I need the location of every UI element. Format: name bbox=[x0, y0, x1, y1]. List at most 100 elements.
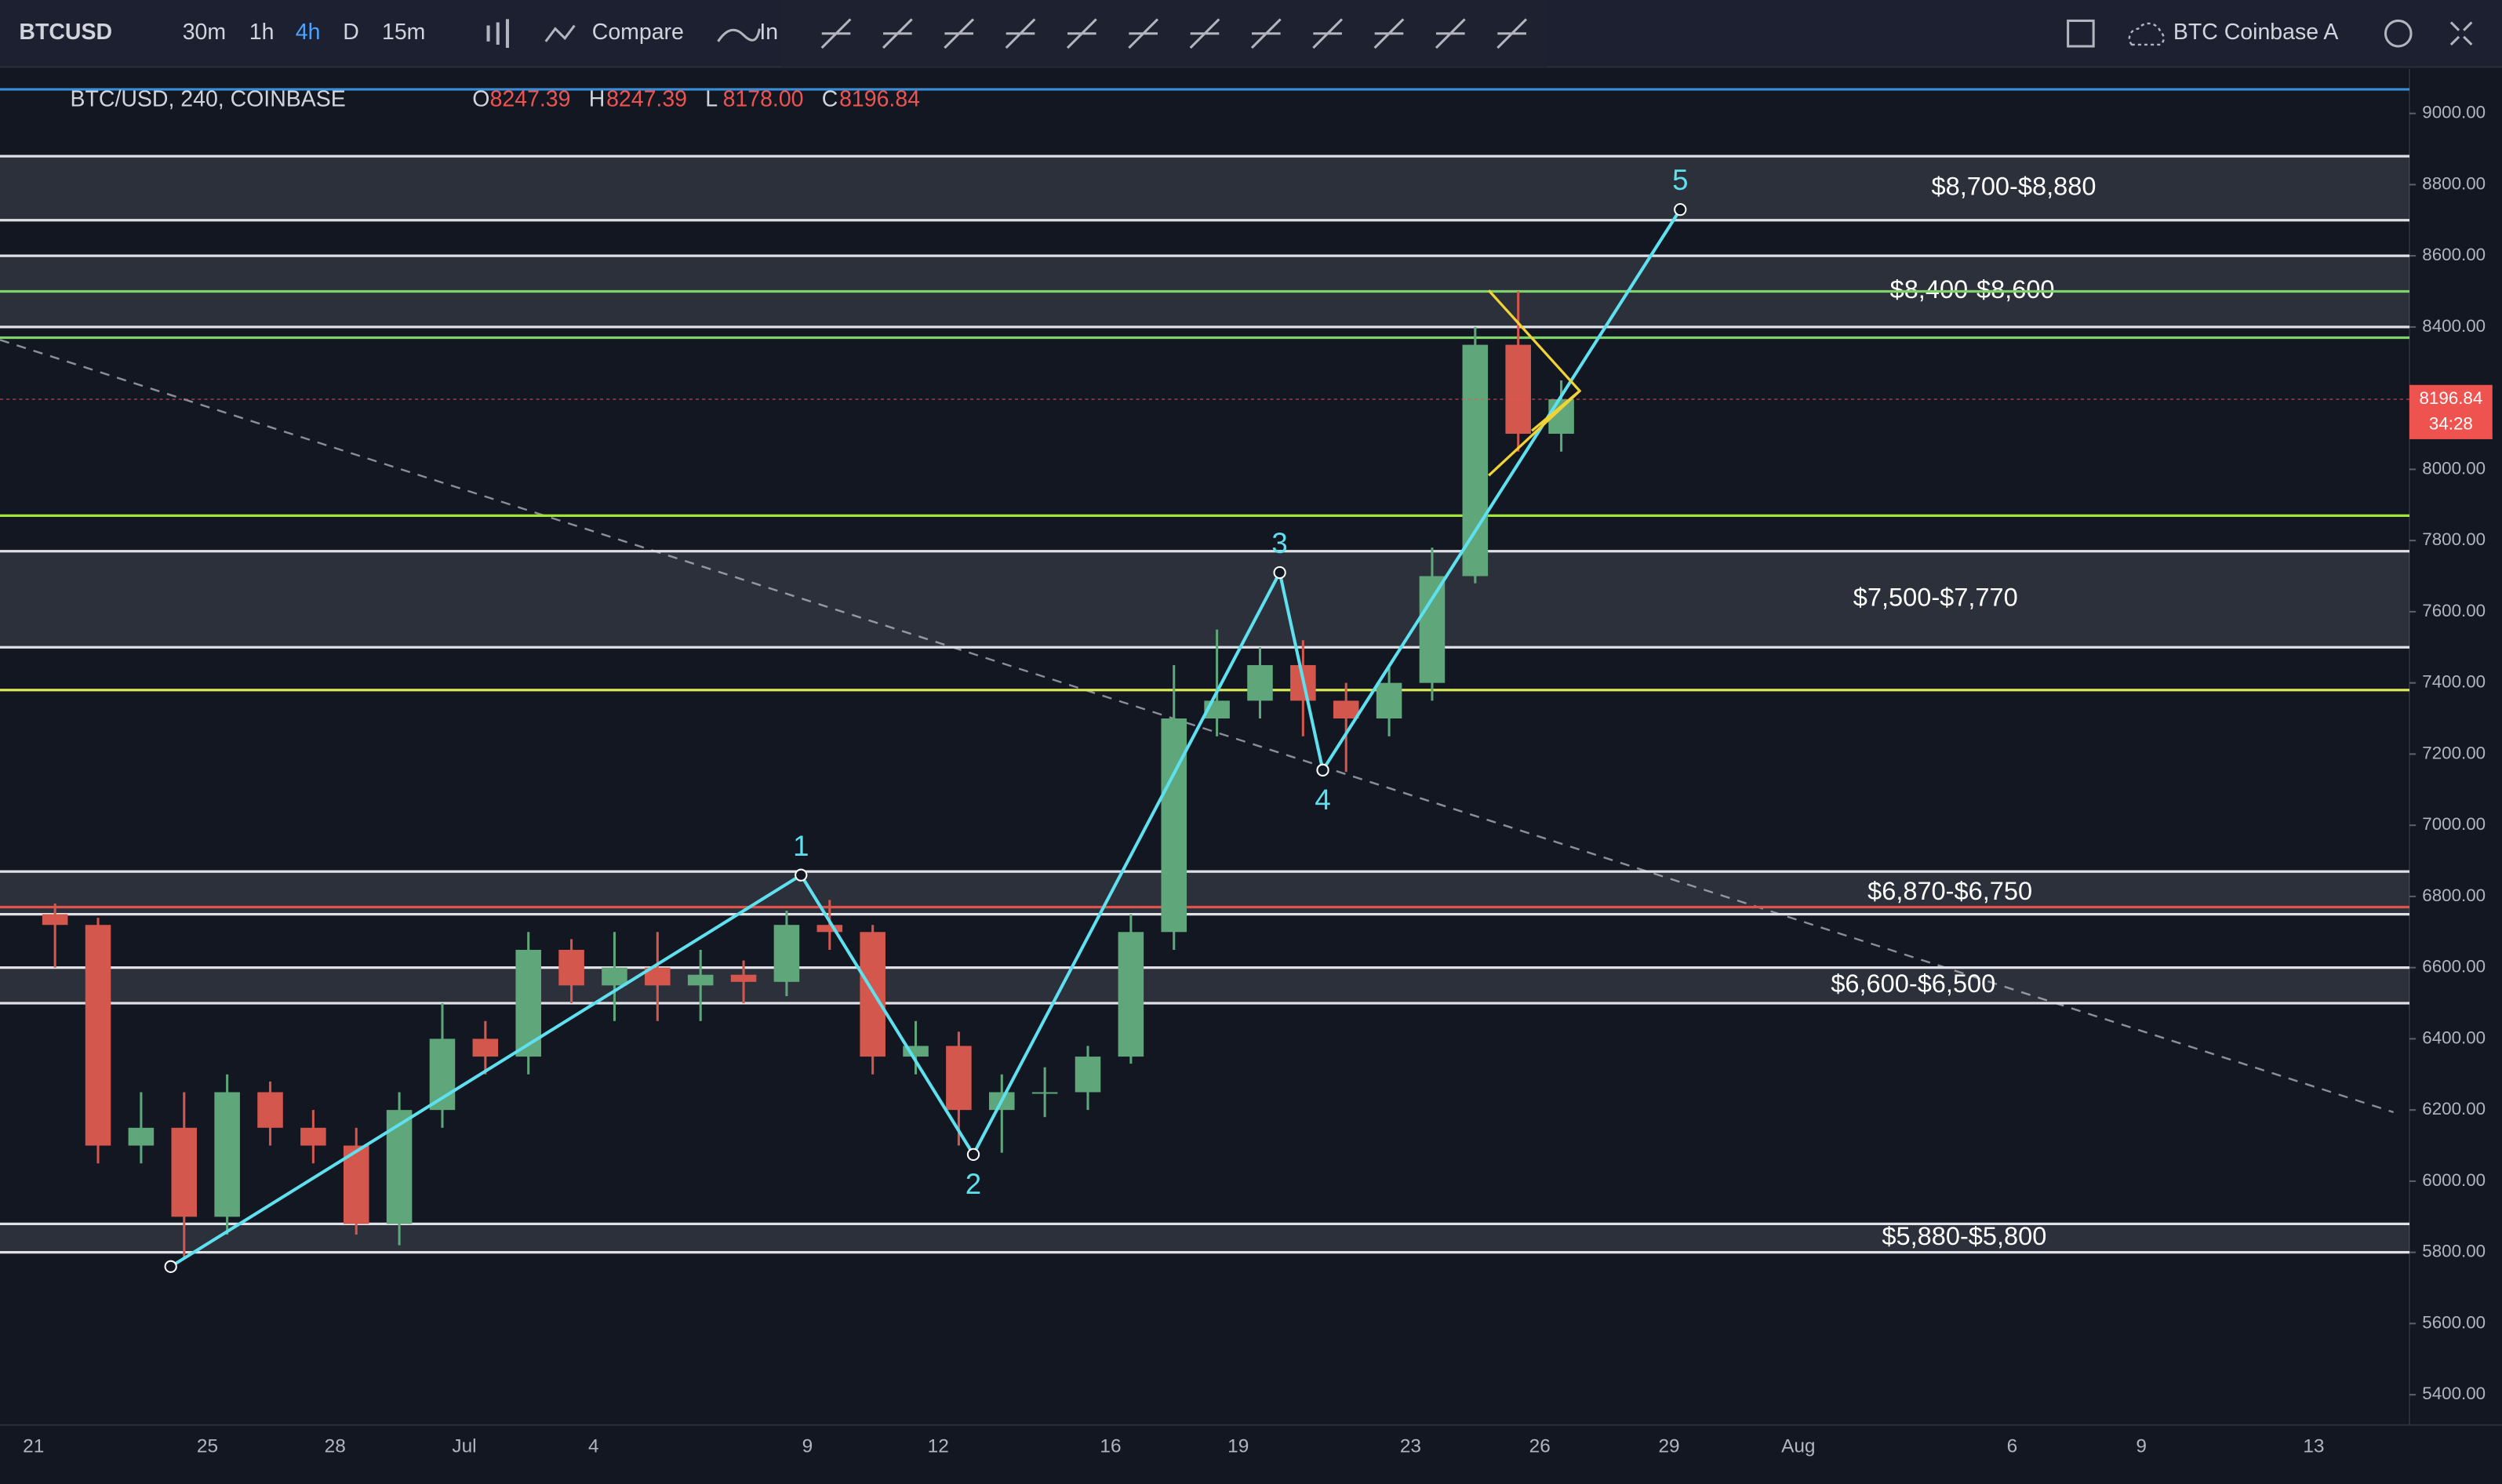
interval-button[interactable]: 4h bbox=[296, 20, 321, 45]
compare-icon[interactable] bbox=[544, 24, 576, 42]
zone-label: $8,700-$8,880 bbox=[1931, 173, 2096, 201]
fullscreen-icon[interactable] bbox=[2449, 21, 2473, 46]
candle-body bbox=[730, 974, 757, 982]
y-tick-label: 7400.00 bbox=[2422, 672, 2486, 692]
x-tick-label: Jul bbox=[452, 1436, 476, 1457]
wave-label: 2 bbox=[966, 1168, 981, 1200]
candle-body bbox=[472, 1038, 499, 1057]
zone-label: $5,880-$5,800 bbox=[1882, 1222, 2046, 1250]
y-tick-label: 8800.00 bbox=[2422, 173, 2486, 193]
candle-body bbox=[128, 1127, 155, 1146]
candle-body bbox=[1161, 718, 1187, 933]
wave-label: 5 bbox=[1672, 164, 1688, 196]
candle-body bbox=[1505, 344, 1531, 435]
legend-key: H bbox=[589, 87, 605, 112]
y-tick-label: 5400.00 bbox=[2422, 1384, 2486, 1403]
wave-point bbox=[1273, 566, 1286, 580]
legend-value: 8196.84 bbox=[839, 87, 920, 112]
legend-value: 8247.39 bbox=[490, 87, 571, 112]
dashed-trendline bbox=[0, 339, 2395, 1114]
legend-key: L bbox=[705, 87, 718, 112]
interval-button[interactable]: 15m bbox=[382, 20, 425, 45]
zone bbox=[0, 551, 2410, 648]
x-tick-label: 9 bbox=[2136, 1436, 2147, 1457]
y-tick-label: 5600.00 bbox=[2422, 1312, 2486, 1332]
x-tick-label: 19 bbox=[1227, 1436, 1249, 1457]
y-tick-label: 7200.00 bbox=[2422, 743, 2486, 762]
indicators-button[interactable]: In bbox=[759, 20, 778, 45]
indicators-icon[interactable] bbox=[717, 28, 761, 42]
last-price-tag bbox=[2409, 384, 2493, 439]
triangle-pattern bbox=[1487, 289, 1582, 477]
cloud-icon[interactable] bbox=[2128, 22, 2165, 46]
x-tick-label: Aug bbox=[1781, 1436, 1815, 1457]
wave-label: 3 bbox=[1271, 527, 1287, 559]
drawing-tool[interactable] bbox=[1373, 18, 1405, 49]
drawing-tools bbox=[820, 18, 1528, 49]
candle-body bbox=[946, 1046, 972, 1111]
symbol[interactable]: BTCUSD bbox=[19, 20, 112, 45]
interval-button[interactable]: 1h bbox=[249, 20, 275, 45]
layout-toggle[interactable] bbox=[2067, 19, 2095, 48]
y-tick-label: 6400.00 bbox=[2422, 1028, 2486, 1047]
y-tick-label: 6200.00 bbox=[2422, 1099, 2486, 1118]
candle-body bbox=[386, 1110, 413, 1224]
x-tick-label: 25 bbox=[197, 1436, 218, 1457]
candle-body bbox=[257, 1092, 283, 1128]
candle-body bbox=[1118, 932, 1144, 1057]
x-tick-label: 26 bbox=[1529, 1436, 1551, 1457]
interval-button[interactable]: D bbox=[343, 20, 359, 45]
zone-label: $6,870-$6,750 bbox=[1867, 877, 2032, 905]
x-tick-label: 16 bbox=[1100, 1436, 1121, 1457]
drawing-tool[interactable] bbox=[1435, 18, 1466, 49]
drawing-tool[interactable] bbox=[1312, 18, 1344, 49]
y-tick-label: 8000.00 bbox=[2422, 458, 2486, 478]
wave-point bbox=[1674, 203, 1687, 216]
legend-key: O bbox=[472, 87, 489, 112]
x-tick-label: 28 bbox=[325, 1436, 346, 1457]
drawing-tool[interactable] bbox=[882, 18, 913, 49]
candle-body bbox=[1247, 664, 1273, 701]
y-tick-label: 6800.00 bbox=[2422, 886, 2486, 905]
x-tick-label: 4 bbox=[588, 1436, 599, 1457]
candle-body bbox=[214, 1092, 240, 1217]
compare-button[interactable]: Compare bbox=[592, 20, 684, 45]
drawing-tool[interactable] bbox=[1128, 18, 1159, 49]
x-tick-label: 9 bbox=[802, 1436, 813, 1457]
chart-type-icon[interactable] bbox=[486, 19, 509, 49]
x-tick-label: 23 bbox=[1400, 1436, 1421, 1457]
zone bbox=[0, 1224, 2410, 1253]
intervals: 30m 1h 4h D 15m bbox=[183, 20, 426, 45]
candle-body bbox=[1462, 344, 1489, 577]
drawing-tool[interactable] bbox=[1496, 18, 1528, 49]
candle-body bbox=[300, 1127, 326, 1146]
drawing-tool[interactable] bbox=[1189, 18, 1220, 49]
zone-label: $6,600-$6,500 bbox=[1831, 969, 1995, 998]
layout-name[interactable]: BTC Coinbase A bbox=[2173, 20, 2338, 45]
y-tick-label: 8600.00 bbox=[2422, 245, 2486, 264]
drawing-tool[interactable] bbox=[1250, 18, 1282, 49]
plot: $8,700-$8,880 $8,400-$8,600 $7,500-$7,770 $… bbox=[0, 155, 2410, 1273]
x-tick-label: 29 bbox=[1658, 1436, 1679, 1457]
y-tick-label: 7000.00 bbox=[2422, 814, 2486, 834]
candle-body bbox=[171, 1127, 198, 1217]
drawing-tool[interactable] bbox=[1005, 18, 1036, 49]
candle-body bbox=[1075, 1057, 1101, 1093]
drawing-tool[interactable] bbox=[820, 18, 852, 49]
y-tick-label: 6000.00 bbox=[2422, 1170, 2486, 1190]
y-tick-label: 7600.00 bbox=[2422, 601, 2486, 620]
y-tick-label: 6600.00 bbox=[2422, 957, 2486, 977]
candle-body bbox=[1031, 1092, 1058, 1094]
x-tick-label: 6 bbox=[2007, 1436, 2018, 1457]
wave-point bbox=[1316, 763, 1329, 777]
candle-body bbox=[42, 914, 68, 926]
legend-values: O 8247.39 H 8247.39 L 8178.00 C 8196.84 bbox=[472, 87, 920, 112]
drawing-tool[interactable] bbox=[944, 18, 975, 49]
drawing-tool[interactable] bbox=[1066, 18, 1097, 49]
interval-button[interactable]: 30m bbox=[183, 20, 226, 45]
last-price-label: 8196.84 bbox=[2419, 388, 2482, 408]
settings-icon[interactable] bbox=[2384, 19, 2413, 48]
